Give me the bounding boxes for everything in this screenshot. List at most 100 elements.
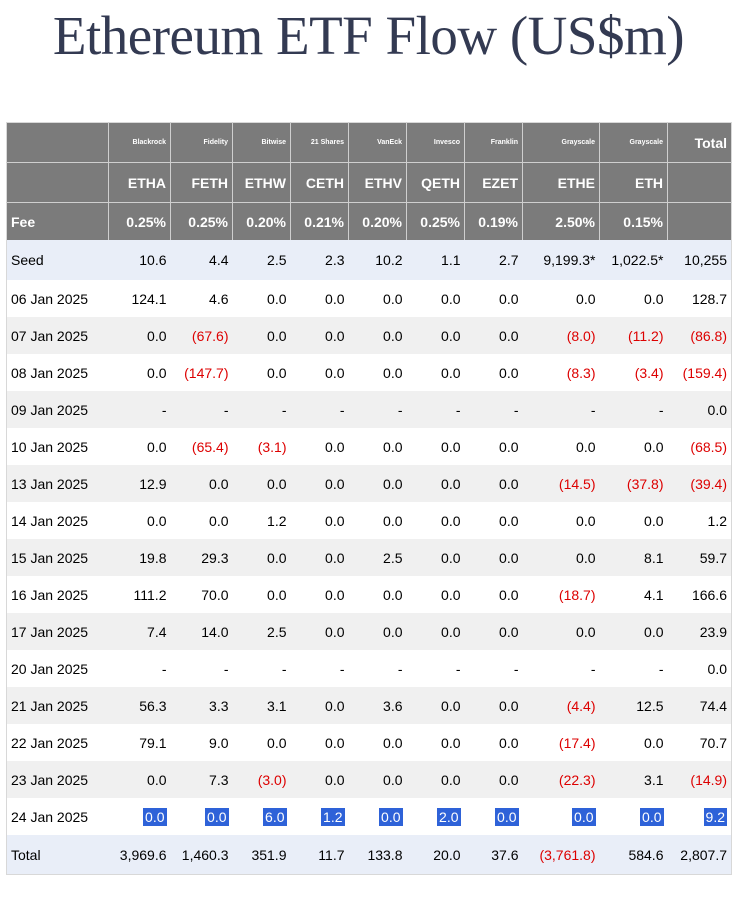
flow-cell: 0.0 [600, 280, 668, 317]
flow-value: (8.3) [566, 364, 596, 381]
flow-value: (17.4) [558, 734, 596, 751]
flow-cell: 0.0 [406, 317, 465, 354]
flow-cell: 56.3 [108, 687, 171, 724]
flow-cell: 0.0 [465, 428, 523, 465]
flow-value: 0.0 [147, 771, 167, 788]
flow-cell: - [170, 391, 233, 428]
flow-value: (11.2) [627, 327, 664, 344]
flow-cell: 0.0 [407, 576, 465, 613]
flow-value: (3.4) [634, 364, 664, 381]
row-total-cell: (159.4) [668, 354, 732, 391]
flow-value: 0.0 [499, 364, 519, 381]
flow-value: 0.0 [644, 438, 664, 455]
flow-value: 0.0 [499, 586, 519, 603]
flow-cell: 0.0 [522, 539, 600, 576]
fee-value: 0.20% [348, 202, 407, 240]
flow-value: - [513, 660, 519, 677]
flow-cell: (4.4) [522, 687, 600, 724]
flow-value: 1,022.5* [611, 252, 664, 268]
flow-value: 70.0 [201, 586, 229, 603]
row-total-cell: 23.9 [667, 613, 732, 650]
table-row: 07 Jan 2025 0.0 (67.6) 0.0 0.0 0.0 0.0 0.0 (8.0)… [6, 317, 732, 354]
flow-value: 0.0 [383, 290, 403, 307]
flow-value: 1.2 [707, 512, 727, 529]
flow-value: 0.0 [441, 586, 461, 603]
flow-cell: 584.6 [599, 835, 668, 875]
flow-value: 0.0 [499, 327, 519, 344]
flow-value: 0.0 [325, 623, 345, 640]
flow-cell: 0.0 [465, 576, 523, 613]
flow-value: (39.4) [690, 475, 727, 492]
flow-cell: 2.7 [464, 240, 523, 280]
row-label: 13 Jan 2025 [6, 465, 109, 502]
table-row: 13 Jan 2025 12.9 0.0 0.0 0.0 0.0 0.0 0.0 (14.5) (… [6, 465, 732, 502]
flow-value: 0.0 [267, 475, 287, 492]
flow-value: 20.0 [433, 846, 461, 863]
issuer-header: Invesco [406, 122, 465, 163]
flow-cell: 0.0 [290, 687, 349, 724]
flow-cell: 70.0 [171, 576, 233, 613]
table-row: 08 Jan 2025 0.0 (147.7) 0.0 0.0 0.0 0.0 0.0 (8.3… [7, 354, 732, 391]
flow-cell: 0.0 [349, 798, 407, 835]
flow-value: 2.5 [267, 623, 287, 640]
flow-cell: 0.0 [464, 465, 523, 502]
table-row: 15 Jan 2025 19.8 29.3 0.0 0.0 2.5 0.0 0.0 0.0 8.1… [6, 539, 732, 576]
issuer-header: VanEck [348, 122, 407, 163]
flow-value: (18.7) [558, 586, 596, 603]
header-ticker-row: ETHA FETH ETHW CETH ETHV QETH EZET ETHE ETH [6, 162, 732, 203]
flow-value: 0.0 [499, 438, 519, 455]
flow-value: 0.0 [147, 327, 167, 344]
flow-value: 0.0 [147, 364, 167, 381]
flow-cell: 2.5 [232, 613, 291, 650]
flow-value: 79.1 [139, 734, 167, 751]
header-issuer-row: Blackrock Fidelity Bitwise 21 Shares VanEck I… [6, 122, 732, 163]
flow-value: 0.0 [205, 807, 229, 826]
flow-value: - [339, 401, 345, 418]
flow-value: (22.3) [558, 771, 596, 788]
flow-cell: 7.3 [170, 761, 233, 798]
flow-value: 0.0 [325, 327, 345, 344]
flow-cell: 0.0 [465, 798, 523, 835]
fee-value: 0.20% [232, 202, 291, 240]
flow-cell: 3.1 [599, 761, 668, 798]
row-label: Total [6, 835, 109, 875]
flow-cell: - [348, 391, 407, 428]
flow-cell: 0.0 [290, 539, 349, 576]
flow-cell: 0.0 [290, 317, 349, 354]
flow-value: (8.0) [566, 327, 596, 344]
flow-cell: 0.0 [108, 761, 171, 798]
flow-cell: (18.7) [523, 576, 600, 613]
flow-value: - [513, 401, 519, 418]
flow-cell: 0.0 [290, 761, 349, 798]
flow-cell: 4.4 [170, 240, 233, 280]
flow-value: 8.1 [644, 549, 664, 566]
flow-value: 0.0 [576, 512, 596, 529]
flow-value: 0.0 [499, 549, 519, 566]
flow-value: 6.0 [263, 807, 287, 826]
flow-value: 0.0 [441, 327, 461, 344]
flow-value: (14.9) [690, 771, 727, 788]
flow-value: 1.1 [441, 252, 461, 268]
flow-value: 0.0 [441, 697, 461, 714]
row-label: 08 Jan 2025 [11, 364, 89, 381]
flow-cell: 0.0 [599, 613, 668, 650]
ticker-header: ETH [599, 162, 668, 203]
flow-cell: 20.0 [406, 835, 465, 875]
flow-cell: 11.7 [290, 835, 349, 875]
flow-value: 2.7 [499, 252, 519, 268]
flow-value: 0.0 [441, 364, 461, 381]
flow-value: 0.0 [441, 771, 461, 788]
row-total-cell: 0.0 [668, 650, 732, 687]
flow-value: 0.0 [267, 364, 287, 381]
flow-value: 0.0 [209, 512, 229, 529]
row-total-cell: 166.6 [668, 576, 732, 613]
flow-value: 128.7 [691, 290, 727, 307]
flow-cell: 0.0 [291, 428, 349, 465]
row-label: Seed [6, 240, 109, 280]
flow-cell: - [599, 391, 668, 428]
row-label: 21 Jan 2025 [6, 687, 109, 724]
flow-cell: 19.8 [108, 539, 171, 576]
flow-value: - [223, 660, 229, 677]
flow-value: 0.0 [576, 290, 596, 307]
flow-cell: (3.4) [600, 354, 668, 391]
